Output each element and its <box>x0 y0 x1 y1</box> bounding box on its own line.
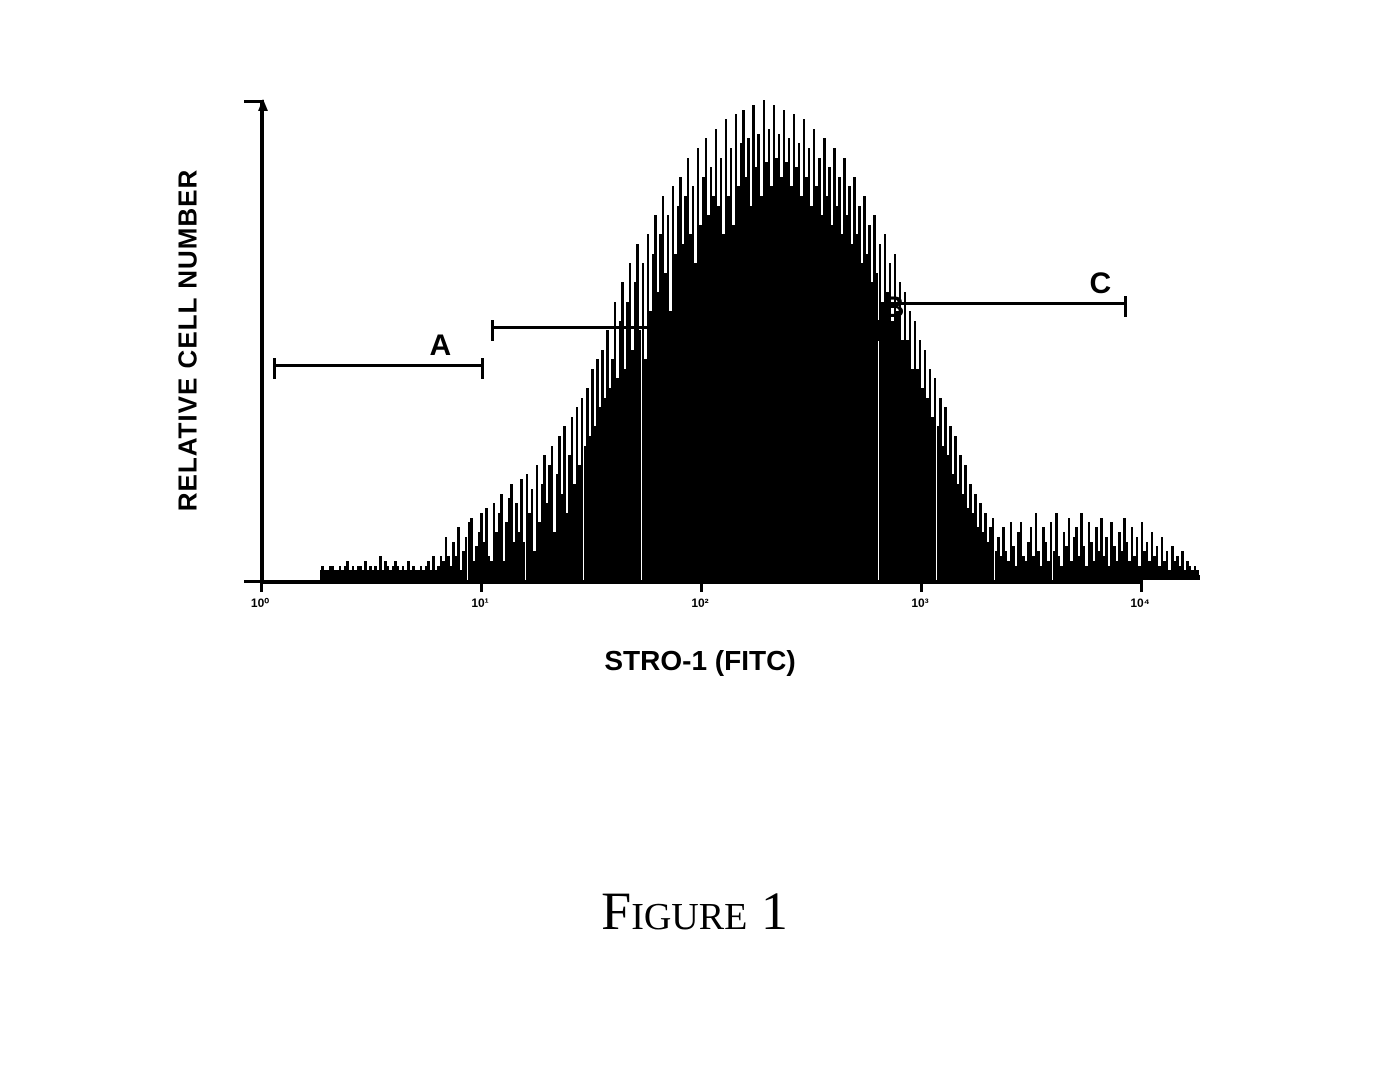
y-axis <box>260 100 264 580</box>
y-tick <box>244 100 260 103</box>
figure-1: RELATIVE CELL NUMBER STRO-1 (FITC) ABC 1… <box>200 100 1180 700</box>
x-tick-label: 10¹ <box>471 596 488 610</box>
x-axis-label: STRO-1 (FITC) <box>604 645 795 677</box>
y-axis-label: RELATIVE CELL NUMBER <box>173 169 204 512</box>
y-tick <box>244 580 260 583</box>
gate-label: B <box>883 291 905 325</box>
x-tick-label: 10⁰ <box>251 596 269 610</box>
gate-end-icon <box>481 358 484 379</box>
gate-end-icon <box>1124 296 1127 317</box>
figure-caption: Figure 1 <box>0 880 1389 942</box>
gate-end-icon <box>877 320 880 341</box>
gate-C: C <box>887 302 1126 305</box>
gate-label: A <box>430 329 452 363</box>
gate-B: B <box>491 326 881 329</box>
gate-A: A <box>273 364 484 367</box>
x-tick <box>480 580 483 592</box>
gate-end-icon <box>887 296 890 317</box>
x-tick <box>920 580 923 592</box>
x-tick <box>700 580 703 592</box>
caption-word: Figure <box>601 881 747 941</box>
x-tick-label: 10² <box>691 596 708 610</box>
histogram-bars <box>320 100 1200 580</box>
caption-number: 1 <box>761 881 788 941</box>
x-tick-label: 10⁴ <box>1130 596 1149 610</box>
histogram-bar <box>1199 575 1200 580</box>
x-tick-label: 10³ <box>911 596 928 610</box>
gate-end-icon <box>273 358 276 379</box>
gate-end-icon <box>491 320 494 341</box>
gate-label: C <box>1090 267 1112 301</box>
x-tick <box>260 580 263 592</box>
x-tick <box>1140 580 1143 592</box>
page: RELATIVE CELL NUMBER STRO-1 (FITC) ABC 1… <box>0 0 1389 1065</box>
plot-area: ABC <box>260 100 1140 580</box>
